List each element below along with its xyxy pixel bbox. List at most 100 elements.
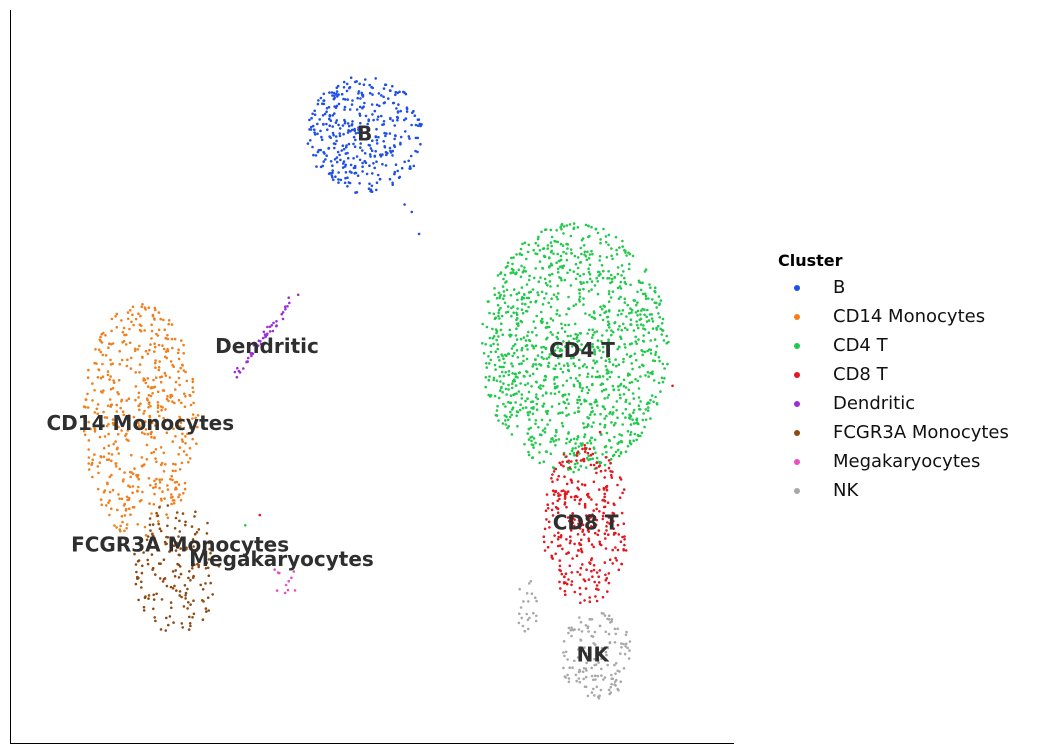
point-cd4-t — [618, 393, 622, 397]
point-dendritic — [242, 367, 245, 370]
point-fcgr3a-monocytes — [174, 569, 177, 572]
point-b — [357, 92, 360, 95]
point-b — [375, 127, 378, 131]
point-cd4-t — [501, 285, 505, 288]
point-cd14-monocytes — [84, 398, 88, 401]
point-cd8-t — [623, 535, 626, 538]
point-b — [391, 181, 394, 185]
point-cd4-t — [596, 231, 600, 235]
point-cd14-monocytes — [129, 513, 132, 516]
point-dendritic — [281, 317, 285, 321]
point-cd4-t — [565, 442, 568, 445]
point-cd8-t — [581, 447, 584, 451]
point-cd4-t — [599, 238, 602, 241]
point-nk — [607, 632, 611, 636]
point-b — [354, 171, 358, 175]
point-cd4-t — [558, 265, 562, 269]
point-b — [331, 125, 335, 128]
point-cd4-t — [525, 310, 529, 313]
cluster-label-cd8-t: CD8 T — [553, 510, 619, 534]
point-cd4-t — [596, 404, 599, 407]
point-cd4-t — [553, 352, 557, 356]
point-cd4-t — [503, 273, 507, 277]
point-cd14-monocytes — [123, 514, 127, 517]
point-cd8-t — [560, 463, 563, 467]
point-cd4-t — [600, 307, 604, 311]
point-b — [327, 105, 331, 109]
point-cd8-t — [559, 493, 562, 497]
point-nk — [525, 612, 528, 616]
point-nk — [596, 658, 600, 662]
point-cd4-t — [481, 322, 485, 326]
point-cd14-monocytes — [181, 364, 184, 367]
point-cd8-t — [612, 502, 616, 506]
point-fcgr3a-monocytes — [191, 567, 194, 570]
point-cd4-t — [532, 446, 535, 449]
point-cd8-t — [576, 533, 580, 536]
point-cd4-t — [506, 305, 510, 308]
point-cd4-t — [505, 393, 508, 396]
point-fcgr3a-monocytes — [185, 546, 188, 549]
point-cd4-t — [577, 406, 580, 410]
point-cd14-monocytes — [135, 425, 139, 429]
point-cd4-t — [593, 438, 597, 442]
point-dendritic — [246, 356, 250, 360]
point-fcgr3a-monocytes — [207, 558, 211, 561]
point-cd14-monocytes — [122, 326, 126, 330]
point-cd4-t — [578, 274, 582, 278]
point-cd4-t — [607, 371, 610, 375]
point-cd4-t — [555, 295, 558, 299]
point-cd14-monocytes — [113, 524, 116, 527]
point-cd4-t — [530, 439, 533, 443]
point-b — [342, 132, 345, 136]
point-nk — [576, 656, 580, 659]
point-b — [337, 181, 340, 184]
point-cd4-t — [526, 411, 529, 414]
point-b — [312, 153, 315, 157]
point-nk — [518, 587, 521, 591]
point-cd14-monocytes — [154, 361, 157, 365]
point-b — [403, 118, 406, 122]
point-b — [342, 80, 346, 84]
point-cd4-t — [651, 320, 655, 323]
point-cd4-t — [513, 372, 517, 376]
point-cd4-t — [629, 318, 633, 322]
point-cd4-t — [510, 433, 514, 436]
point-b — [327, 146, 331, 150]
point-cd14-monocytes — [149, 484, 152, 487]
point-cd14-monocytes — [187, 460, 190, 464]
point-fcgr3a-monocytes — [166, 504, 170, 507]
point-b — [403, 160, 407, 164]
point-nk — [577, 628, 581, 631]
point-nk — [593, 674, 597, 677]
point-cd4-t — [606, 378, 609, 381]
point-cd8-t — [583, 444, 587, 447]
point-cd14-monocytes — [166, 516, 170, 520]
point-nk — [582, 677, 585, 681]
point-cd14-monocytes — [148, 348, 151, 352]
point-cd4-t — [593, 284, 597, 287]
point-cd4-t — [602, 227, 605, 231]
point-cd14-monocytes — [177, 370, 180, 373]
point-nk — [607, 688, 611, 692]
point-cd4-t — [520, 286, 524, 289]
point-nk — [603, 676, 607, 679]
point-cd14-monocytes — [165, 513, 168, 516]
point-cd14-monocytes — [102, 410, 105, 414]
point-nk — [579, 620, 583, 624]
point-cd4-t — [578, 366, 581, 370]
point-fcgr3a-monocytes — [156, 514, 160, 517]
point-cd8-t — [595, 584, 599, 587]
point-cd4-t — [525, 357, 529, 361]
point-cd4-t — [532, 346, 536, 350]
point-cd8-t — [547, 520, 551, 524]
point-cd4-t — [566, 247, 569, 250]
point-nk — [583, 646, 586, 649]
point-cd14-monocytes — [137, 421, 140, 425]
point-cd14-monocytes — [154, 376, 158, 380]
point-cd4-t — [616, 286, 620, 290]
point-b — [407, 159, 411, 163]
point-cd4-t — [628, 262, 631, 266]
point-cd4-t — [565, 353, 569, 356]
point-cd4-t — [663, 377, 666, 380]
